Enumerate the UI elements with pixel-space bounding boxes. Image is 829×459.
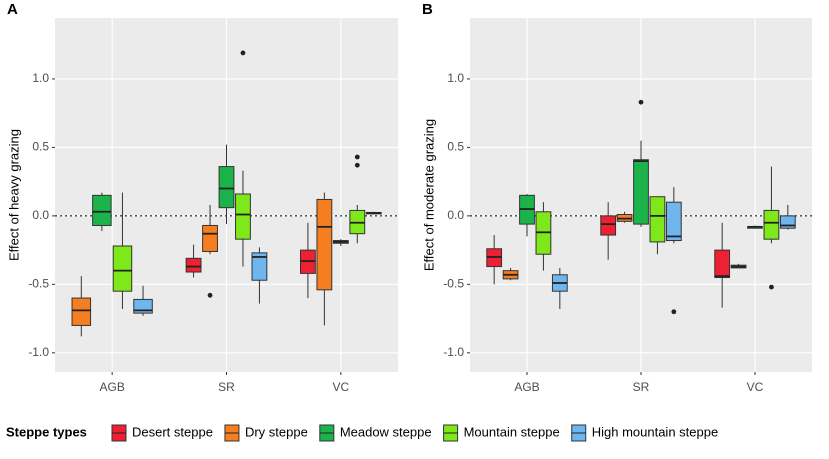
x-tick-label: AGB: [514, 380, 539, 394]
box: [185, 244, 202, 278]
panel-label: B: [422, 1, 433, 18]
box: [519, 193, 535, 237]
box: [316, 192, 333, 326]
outlier: [354, 154, 360, 160]
legend-label: High mountain steppe: [592, 424, 718, 439]
box-body: [92, 194, 112, 226]
box-body: [633, 159, 649, 225]
legend-label: Dry steppe: [245, 424, 308, 439]
box-body: [600, 215, 617, 236]
box: [332, 239, 349, 247]
legend-title: Steppe types: [6, 424, 87, 439]
outlier: [638, 99, 644, 105]
y-tick-label: 0.5: [32, 140, 49, 154]
box: [502, 267, 519, 281]
x-tick-label: AGB: [99, 380, 124, 394]
box: [714, 222, 731, 308]
y-axis-title: Effect of heavy grazing: [6, 129, 21, 261]
box-body: [251, 252, 268, 281]
outlier: [354, 162, 360, 168]
box-body: [185, 257, 202, 273]
outlier: [769, 284, 774, 290]
box: [218, 144, 235, 225]
box-body: [71, 297, 92, 326]
box: [535, 202, 552, 271]
box: [616, 211, 633, 223]
legend-label: Mountain steppe: [464, 424, 560, 439]
box: [747, 225, 763, 229]
y-tick-label: -0.5: [28, 277, 49, 291]
box-body: [202, 224, 218, 252]
box: [365, 211, 382, 215]
legend-label: Meadow steppe: [340, 424, 432, 439]
x-tick-label: SR: [633, 380, 650, 394]
panel-label: A: [7, 1, 18, 18]
x-tick-label: VC: [747, 380, 764, 394]
box: [486, 235, 503, 285]
box: [299, 222, 316, 299]
box: [763, 166, 780, 290]
box: [600, 202, 617, 260]
x-tick-label: SR: [218, 380, 235, 394]
box: [235, 50, 251, 267]
box: [71, 276, 92, 337]
box: [251, 247, 268, 304]
outlier: [207, 292, 213, 298]
box: [92, 192, 112, 231]
box: [349, 154, 366, 244]
y-tick-label: 1.0: [32, 71, 49, 85]
box: [730, 263, 747, 269]
box: [779, 204, 796, 230]
y-tick-label: 0.0: [447, 208, 464, 222]
box: [202, 204, 218, 298]
box-body: [218, 166, 235, 209]
legend-label: Desert steppe: [132, 424, 213, 439]
outlier: [240, 50, 246, 56]
box-body: [649, 196, 666, 243]
y-tick-label: -1.0: [443, 345, 464, 359]
y-tick-label: -0.5: [443, 277, 464, 291]
box-body: [763, 209, 780, 240]
y-tick-label: 1.0: [447, 71, 464, 85]
box: [112, 192, 133, 310]
box-body: [714, 249, 731, 279]
box-body: [665, 201, 682, 242]
x-tick-label: VC: [332, 380, 349, 394]
y-tick-label: 0.0: [32, 208, 49, 222]
box: [665, 187, 682, 315]
y-tick-label: -1.0: [28, 345, 49, 359]
box-body: [235, 193, 251, 240]
box: [633, 99, 649, 227]
y-tick-label: 0.5: [447, 140, 464, 154]
box-body: [112, 245, 133, 292]
y-axis-title: Effect of moderate grazing: [421, 119, 436, 271]
box-body: [316, 198, 333, 291]
box: [133, 285, 153, 316]
box: [551, 267, 568, 310]
outlier: [671, 309, 677, 315]
box: [649, 196, 666, 255]
